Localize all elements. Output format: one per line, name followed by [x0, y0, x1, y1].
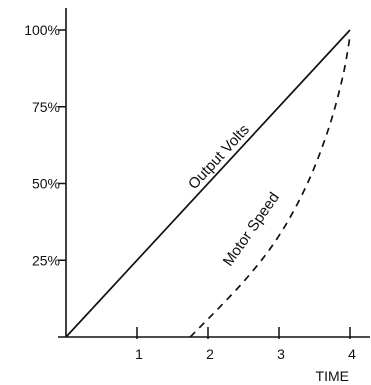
y-tick-label-25: 25%: [32, 252, 60, 268]
x-axis-title: TIME: [316, 368, 349, 384]
x-tick-label-3: 3: [277, 346, 285, 362]
series: [65, 29, 351, 338]
series-line-output-volts: [65, 29, 351, 338]
series-line-motor-speed: [189, 35, 351, 338]
tick-labels: 1 2 3 4 25% 50% 75% 100%: [24, 22, 356, 362]
x-tick-label-4: 4: [348, 346, 356, 362]
series-label-motor-speed: Motor Speed: [220, 189, 283, 269]
y-tick-label-75: 75%: [32, 99, 60, 115]
axes: [58, 8, 370, 338]
x-tick-label-1: 1: [135, 346, 143, 362]
x-tick-label-2: 2: [206, 346, 214, 362]
y-tick-label-50: 50%: [32, 176, 60, 192]
ticks: [58, 29, 351, 339]
series-label-output-volts: Output Volts: [185, 121, 253, 193]
y-tick-label-100: 100%: [24, 22, 60, 38]
